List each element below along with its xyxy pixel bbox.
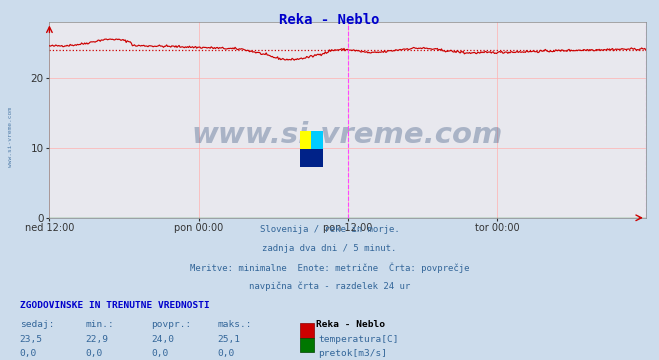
Text: Slovenija / reke in morje.: Slovenija / reke in morje. [260, 225, 399, 234]
Text: maks.:: maks.: [217, 320, 252, 329]
Text: pretok[m3/s]: pretok[m3/s] [318, 349, 387, 358]
Text: sedaj:: sedaj: [20, 320, 54, 329]
Bar [300, 149, 312, 167]
Text: Reka - Neblo: Reka - Neblo [279, 13, 380, 27]
Bar [312, 149, 323, 167]
Text: 22,9: 22,9 [86, 335, 109, 344]
Text: 25,1: 25,1 [217, 335, 241, 344]
Text: 0,0: 0,0 [152, 349, 169, 358]
Text: min.:: min.: [86, 320, 115, 329]
Text: www.si-vreme.com: www.si-vreme.com [192, 121, 503, 149]
Text: www.si-vreme.com: www.si-vreme.com [8, 107, 13, 167]
Bar [312, 131, 323, 149]
Text: Meritve: minimalne  Enote: metrične  Črta: povprečje: Meritve: minimalne Enote: metrične Črta:… [190, 262, 469, 273]
Text: Reka - Neblo: Reka - Neblo [316, 320, 386, 329]
Text: ZGODOVINSKE IN TRENUTNE VREDNOSTI: ZGODOVINSKE IN TRENUTNE VREDNOSTI [20, 301, 210, 310]
Text: navpična črta - razdelek 24 ur: navpična črta - razdelek 24 ur [249, 281, 410, 291]
Text: 0,0: 0,0 [20, 349, 37, 358]
Text: temperatura[C]: temperatura[C] [318, 335, 399, 344]
Text: 0,0: 0,0 [86, 349, 103, 358]
Text: 0,0: 0,0 [217, 349, 235, 358]
Text: 24,0: 24,0 [152, 335, 175, 344]
Bar [300, 131, 312, 149]
Text: zadnja dva dni / 5 minut.: zadnja dva dni / 5 minut. [262, 244, 397, 253]
Text: 23,5: 23,5 [20, 335, 43, 344]
Text: povpr.:: povpr.: [152, 320, 192, 329]
